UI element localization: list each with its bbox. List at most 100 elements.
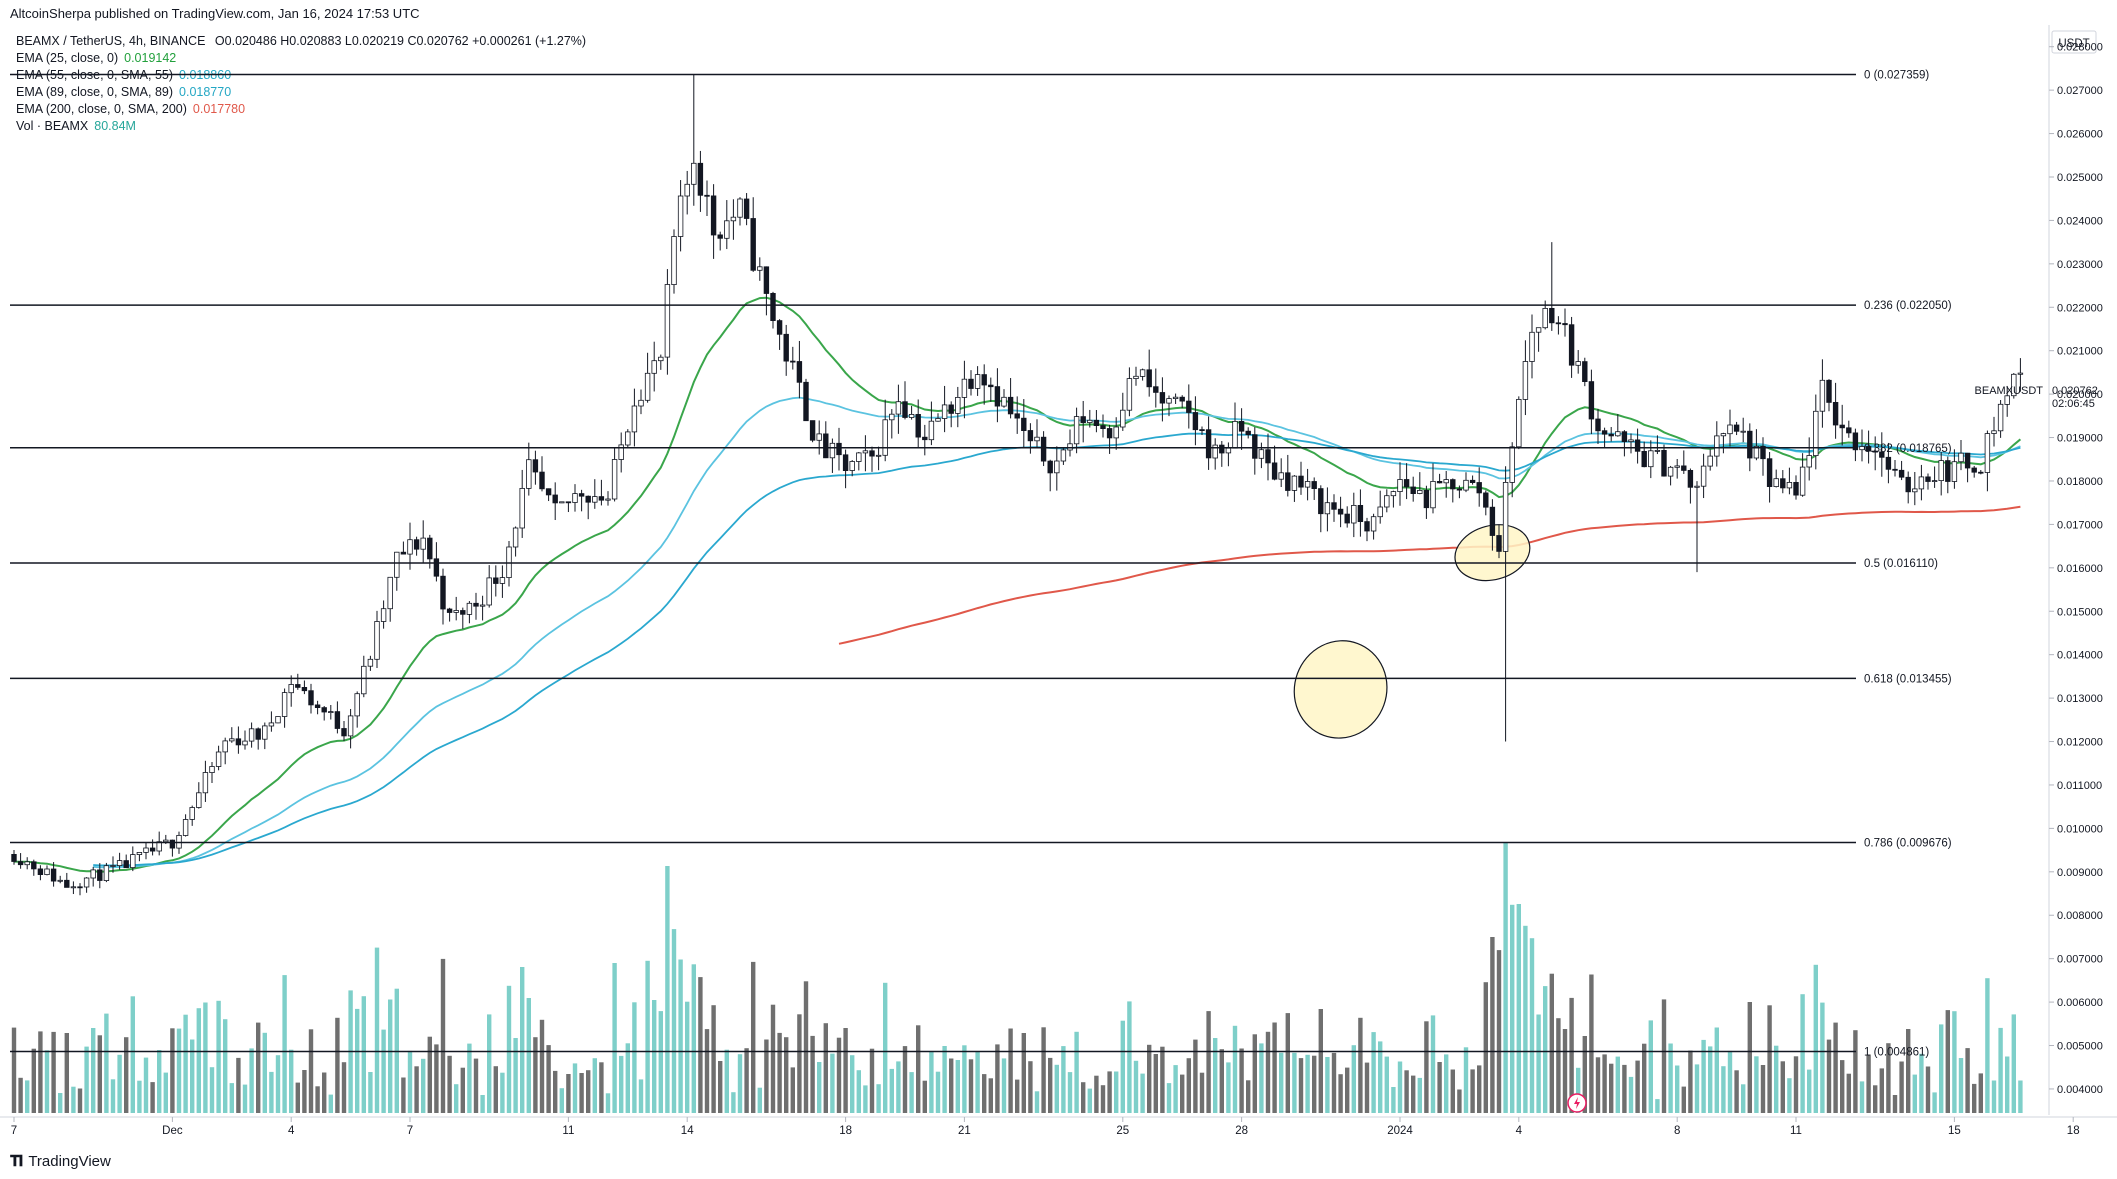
indicator-label: EMA (200, close, 0, SMA, 200)	[16, 102, 187, 116]
candle-body	[2004, 395, 2010, 405]
x-tick-label: 7	[11, 1125, 17, 1137]
candle	[895, 384, 902, 434]
volume-bar	[216, 1000, 221, 1113]
volume-bar	[242, 1084, 248, 1113]
candle-body	[1707, 455, 1713, 467]
price-badge-symbol: BEAMXUSDT	[1975, 385, 2044, 397]
volume-bar	[1312, 1055, 1317, 1113]
candle-body	[1496, 535, 1502, 552]
candle-body	[103, 865, 110, 882]
candle	[367, 655, 374, 671]
volume-bar	[1906, 1029, 1911, 1113]
candle	[658, 354, 664, 370]
candle	[1476, 467, 1482, 507]
candle	[1146, 349, 1152, 397]
volume-bar	[586, 1070, 591, 1113]
candle	[710, 184, 717, 259]
footer-brand[interactable]: 𝐓𝐈 TradingView	[10, 1153, 111, 1170]
candle-body	[1483, 492, 1489, 508]
candle	[1179, 395, 1185, 409]
candle	[380, 600, 387, 629]
candle	[955, 386, 961, 428]
candle	[1648, 440, 1654, 479]
candle	[1390, 490, 1397, 508]
volume-bar	[685, 1001, 690, 1113]
volume-bar	[1345, 1067, 1350, 1113]
candle-body	[592, 496, 598, 503]
volume-bar	[434, 1044, 439, 1113]
volume-bar	[1965, 1048, 1970, 1113]
y-tick-label: 0.006000	[2057, 997, 2103, 1009]
candle-body	[869, 450, 875, 457]
candle-body	[215, 751, 222, 767]
volume-bar	[632, 1002, 637, 1113]
candle	[1232, 402, 1238, 449]
volume-bar	[1958, 1058, 1964, 1113]
currency-label-box[interactable]	[2051, 30, 2097, 54]
volume-bar	[1067, 1072, 1073, 1113]
candle-body	[757, 266, 763, 271]
volume-bar	[1886, 1043, 1891, 1113]
candle-body	[420, 537, 426, 550]
candle-body	[1106, 428, 1113, 439]
highlight-ellipse[interactable]	[1281, 628, 1401, 752]
fib-retracement[interactable]: 0 (0.027359) 0.236 (0.022050) 0.382 (0.018…	[10, 70, 1952, 1059]
volume-bar	[64, 1033, 69, 1113]
candle-body	[1984, 433, 1991, 473]
candle	[691, 74, 697, 206]
candle-body	[823, 433, 829, 459]
x-tick-label: 4	[1516, 1125, 1523, 1137]
volume-bar	[322, 1072, 327, 1113]
volume-bar	[1925, 1066, 1931, 1113]
volume-bar	[889, 1068, 894, 1113]
candle-body	[908, 413, 915, 418]
volume-bar	[1199, 1072, 1205, 1113]
candle-body	[1641, 450, 1647, 468]
candle	[1509, 442, 1515, 498]
candle	[651, 341, 657, 392]
volume-bar	[1543, 986, 1548, 1113]
candle	[1568, 316, 1575, 378]
volume-bar	[1186, 1058, 1191, 1113]
candle	[433, 542, 440, 582]
candle	[136, 852, 143, 862]
volume-bar	[982, 1074, 987, 1113]
candle	[1100, 414, 1106, 438]
candle-body	[182, 819, 189, 836]
volume-bar	[520, 967, 525, 1113]
candle	[1740, 417, 1746, 443]
candle-body	[486, 577, 492, 606]
candle-body	[1879, 451, 1885, 458]
candle-body	[1159, 392, 1166, 404]
candle-body	[1727, 424, 1733, 435]
volume-bar	[1463, 1047, 1469, 1113]
candle	[1733, 421, 1740, 436]
x-tick-label: 4	[288, 1125, 295, 1137]
candle	[70, 881, 77, 895]
candle	[1595, 408, 1601, 444]
volume-bar	[104, 1013, 109, 1113]
candle-body	[380, 608, 387, 622]
candle	[17, 853, 24, 869]
volume-bar	[1041, 1027, 1046, 1113]
volume-bar	[1219, 1049, 1224, 1113]
lightning-icon[interactable]	[1567, 1093, 1587, 1113]
candle-body	[1661, 449, 1667, 477]
candle	[248, 722, 255, 748]
candle	[1133, 366, 1139, 386]
x-tick-label: 18	[839, 1125, 852, 1137]
candle	[915, 399, 921, 449]
candle	[644, 352, 651, 403]
candle-body	[50, 868, 57, 882]
time-axis[interactable]: 7Dec47111418212528202448111518222529	[11, 1117, 2117, 1137]
candle-body	[1859, 446, 1865, 451]
candle-body	[262, 725, 268, 740]
candle	[1489, 499, 1496, 551]
volume-bar	[1972, 1083, 1977, 1113]
candle-body	[1997, 403, 2004, 432]
candle-body	[169, 839, 176, 849]
candle	[1661, 444, 1667, 477]
candle	[1964, 452, 1971, 483]
price-axis[interactable]: 0.028000 0.027000 0.026000 0.025000 0.024000…	[2049, 42, 2103, 1096]
